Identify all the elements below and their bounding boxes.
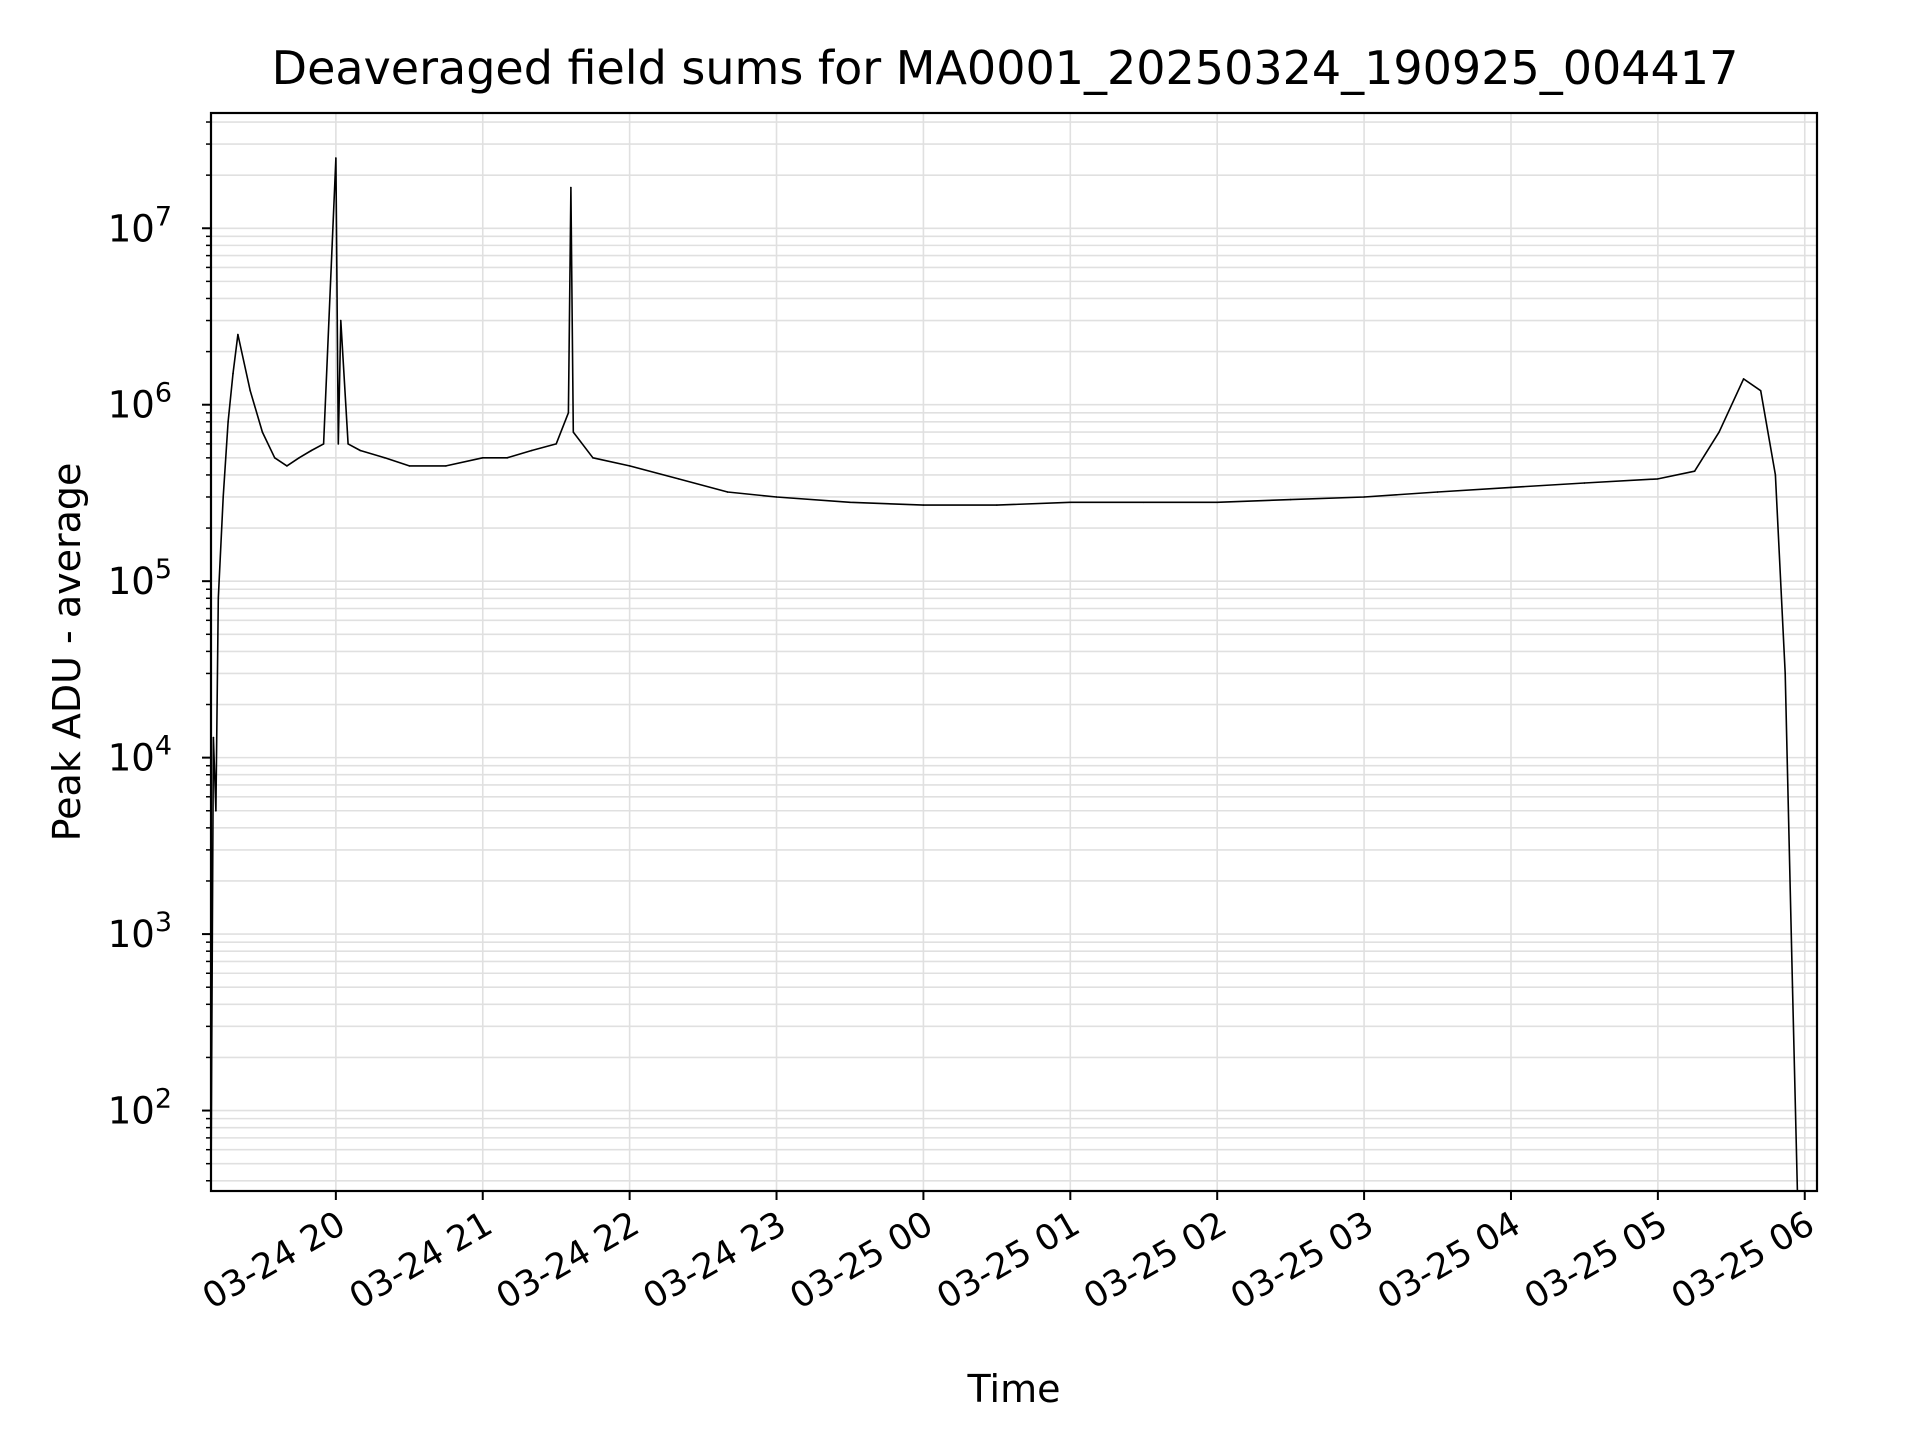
y-tick-label: 104: [108, 731, 172, 780]
data-point: [347, 443, 349, 445]
data-point: [217, 597, 220, 600]
y-tick-label: 103: [108, 907, 172, 956]
data-point: [322, 443, 325, 445]
data-point: [1363, 496, 1365, 498]
data-point: [677, 478, 680, 480]
y-axis-label: Peak ADU - average: [45, 463, 89, 842]
data-point: [273, 457, 276, 459]
series-area: [210, 157, 1799, 1192]
grid: [211, 113, 1817, 1191]
data-point: [1216, 501, 1218, 504]
data-point: [849, 501, 851, 504]
data-point: [212, 736, 215, 739]
data-point: [286, 465, 288, 467]
data-point: [1742, 378, 1745, 380]
y-tick-label: 107: [108, 201, 172, 250]
y-axis: 102 103 104 105 106 107: [108, 121, 211, 1182]
data-point: [445, 465, 447, 467]
data-point: [592, 457, 594, 459]
data-point: [359, 449, 362, 452]
data-point: [237, 333, 239, 336]
data-point: [227, 421, 229, 423]
data-point: [1583, 482, 1586, 484]
data-point: [922, 504, 925, 506]
data-point: [996, 504, 998, 506]
data-point: [481, 457, 484, 459]
data-point: [775, 496, 778, 498]
data-point: [1774, 474, 1777, 476]
data-point: [298, 457, 300, 459]
data-point: [339, 319, 342, 322]
chart-title: Deaveraged field sums for MA0001_2025032…: [272, 41, 1739, 95]
data-point: [384, 457, 386, 459]
y-tick-label: 105: [108, 554, 172, 603]
data-point: [261, 431, 264, 433]
data-point: [249, 389, 251, 392]
data-point: [215, 809, 217, 812]
data-point: [572, 431, 575, 433]
data-point: [1693, 470, 1696, 473]
x-axis-label: Time: [967, 1367, 1061, 1411]
data-point: [628, 465, 631, 467]
data-point: [222, 496, 225, 498]
data-point: [570, 186, 572, 189]
y-tick-label: 102: [108, 1084, 172, 1133]
data-point: [232, 372, 234, 375]
data-point: [506, 457, 509, 459]
data-point: [530, 449, 533, 452]
data-point: [1657, 478, 1659, 480]
data-point: [335, 157, 337, 159]
data-point: [408, 465, 411, 467]
data-point: [1142, 501, 1145, 504]
data-point: [567, 411, 570, 414]
y-tick-label: 106: [108, 378, 172, 427]
data-point: [1069, 501, 1072, 504]
data-point: [1759, 389, 1762, 392]
data-point: [555, 443, 557, 445]
data-point: [1436, 491, 1439, 493]
data-point: [1289, 498, 1292, 501]
data-point: [310, 449, 313, 452]
data-point: [1718, 431, 1720, 433]
data-point: [337, 443, 340, 445]
data-point: [726, 491, 729, 493]
data-point: [1784, 672, 1786, 675]
data-point: [1791, 986, 1794, 989]
data-point: [1510, 486, 1512, 489]
